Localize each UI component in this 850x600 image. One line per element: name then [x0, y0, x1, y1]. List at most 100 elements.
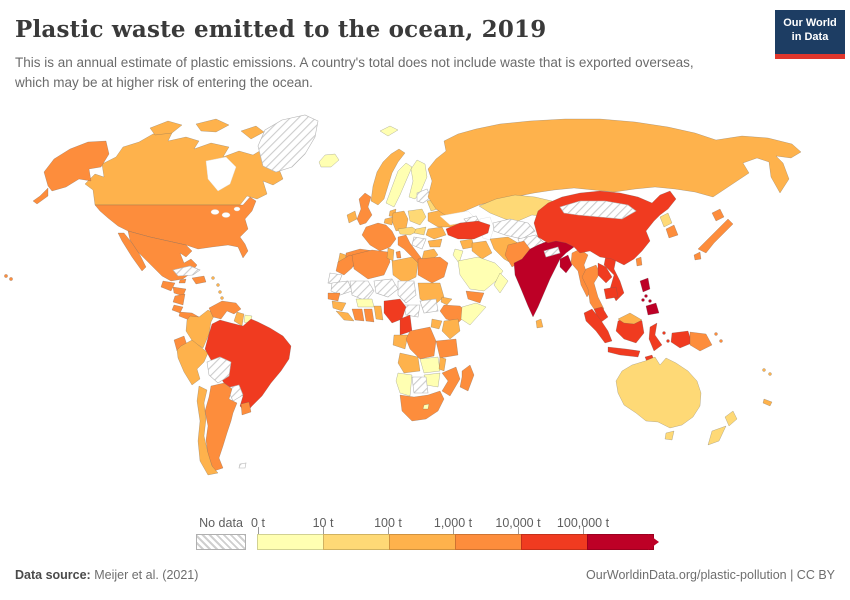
country-hungary[interactable] [413, 226, 427, 236]
country-vietnam[interactable] [603, 254, 625, 302]
country-eritrea[interactable] [440, 296, 453, 306]
country-bangladesh[interactable] [559, 254, 573, 274]
country-niger[interactable] [373, 278, 399, 298]
country-baltics[interactable] [416, 188, 432, 204]
country-botswana[interactable] [411, 376, 429, 394]
country-canada[interactable] [84, 130, 284, 206]
country-egypt[interactable] [417, 256, 449, 284]
legend-segment-4[interactable] [455, 534, 522, 550]
country-taiwan[interactable] [635, 256, 643, 267]
country-indonesia-sulawesi[interactable] [648, 322, 663, 352]
country-indonesia-moluccas-1[interactable] [662, 331, 666, 335]
country-indonesia-java[interactable] [607, 346, 641, 358]
country-iceland[interactable] [318, 153, 340, 168]
country-mauritania[interactable] [330, 280, 353, 296]
owid-logo[interactable]: Our World in Data [775, 10, 845, 59]
country-sweden[interactable] [385, 162, 413, 208]
country-sri-lanka[interactable] [535, 318, 544, 329]
legend-segment-1[interactable] [257, 534, 324, 550]
country-cote-divoire[interactable] [351, 308, 365, 322]
country-namibia[interactable] [395, 372, 413, 397]
country-venezuela[interactable] [208, 300, 242, 320]
country-antilles-3[interactable] [218, 290, 222, 294]
country-oman[interactable] [493, 272, 509, 294]
country-brazil[interactable] [204, 318, 292, 414]
country-japan-honshu[interactable] [697, 218, 734, 254]
country-mali[interactable] [349, 280, 375, 302]
country-canada-arctic-1[interactable] [149, 120, 183, 136]
country-poland[interactable] [407, 208, 427, 226]
country-indonesia-papua[interactable] [670, 330, 693, 349]
country-nepal[interactable] [543, 246, 561, 258]
country-png-island-2[interactable] [719, 339, 723, 343]
country-costa-rica[interactable] [171, 304, 184, 314]
country-philippines-visayas-2[interactable] [648, 299, 652, 303]
country-new-caledonia[interactable] [762, 398, 773, 407]
country-indonesia-moluccas-2[interactable] [666, 339, 670, 343]
country-jamaica[interactable] [178, 278, 187, 284]
country-usa-hawaii-1[interactable] [4, 274, 8, 278]
country-ireland[interactable] [346, 210, 358, 224]
country-bulgaria[interactable] [427, 238, 443, 248]
country-nicaragua[interactable] [172, 293, 186, 306]
country-australia[interactable] [615, 356, 702, 429]
country-madagascar[interactable] [459, 364, 475, 392]
country-new-zealand-south[interactable] [707, 425, 727, 446]
country-gabon-congo[interactable] [392, 334, 409, 350]
country-fiji-2[interactable] [768, 372, 772, 376]
country-japan-hokkaido[interactable] [711, 208, 725, 222]
country-laos[interactable] [597, 262, 613, 284]
country-antilles-4[interactable] [220, 296, 224, 300]
country-antilles-1[interactable] [211, 276, 215, 280]
country-falkland[interactable] [238, 462, 247, 469]
country-cuba[interactable] [172, 265, 201, 277]
country-indonesia-sumatra[interactable] [583, 308, 613, 344]
country-ghana[interactable] [363, 308, 375, 323]
country-morocco[interactable] [335, 254, 359, 276]
country-guatemala[interactable] [160, 280, 176, 292]
legend-no-data-swatch[interactable] [196, 534, 246, 550]
country-svalbard[interactable] [379, 125, 399, 137]
country-japan-kyushu[interactable] [693, 251, 702, 261]
footer-link[interactable]: OurWorldinData.org/plastic-pollution | C… [586, 568, 835, 582]
country-new-zealand-north[interactable] [724, 410, 738, 427]
country-philippines-visayas-3[interactable] [641, 298, 645, 302]
country-romania[interactable] [425, 226, 447, 240]
country-france[interactable] [361, 222, 397, 252]
country-usa-alaska[interactable] [43, 140, 110, 192]
country-balkans[interactable] [411, 236, 427, 250]
country-usa-alaska-tail[interactable] [32, 187, 49, 205]
country-chad[interactable] [397, 280, 417, 304]
legend-segment-3[interactable] [389, 534, 456, 550]
country-chile[interactable] [196, 385, 219, 476]
country-zambia[interactable] [419, 356, 441, 374]
country-bolivia[interactable] [206, 356, 232, 384]
country-south-sudan[interactable] [419, 298, 439, 314]
country-philippines-visayas-1[interactable] [644, 294, 648, 298]
country-south-korea[interactable] [665, 224, 679, 239]
country-philippines-luzon[interactable] [639, 277, 651, 293]
country-dr-congo[interactable] [405, 326, 437, 360]
country-antilles-2[interactable] [216, 283, 220, 287]
country-iraq[interactable] [471, 240, 493, 260]
country-senegal[interactable] [327, 292, 341, 302]
country-uruguay[interactable] [240, 401, 252, 416]
country-australia-tasmania[interactable] [664, 430, 675, 441]
country-norway[interactable] [370, 148, 406, 206]
country-fiji-1[interactable] [762, 368, 766, 372]
country-tanzania[interactable] [435, 338, 459, 359]
country-malaysia-borneo[interactable] [617, 312, 643, 325]
country-sierra-leone-liberia[interactable] [335, 310, 355, 322]
country-cambodia[interactable] [603, 286, 619, 300]
legend-segment-5[interactable] [521, 534, 588, 550]
country-papua-new-guinea[interactable] [689, 331, 713, 352]
country-lesotho[interactable] [422, 403, 430, 410]
country-burkina-faso[interactable] [355, 298, 375, 308]
country-uganda[interactable] [430, 318, 443, 330]
country-peru[interactable] [176, 339, 209, 386]
country-russia[interactable] [427, 118, 802, 216]
country-north-korea[interactable] [659, 212, 673, 228]
country-turkey[interactable] [445, 220, 491, 240]
country-benelux[interactable] [383, 216, 394, 226]
country-mongolia[interactable] [559, 200, 637, 220]
